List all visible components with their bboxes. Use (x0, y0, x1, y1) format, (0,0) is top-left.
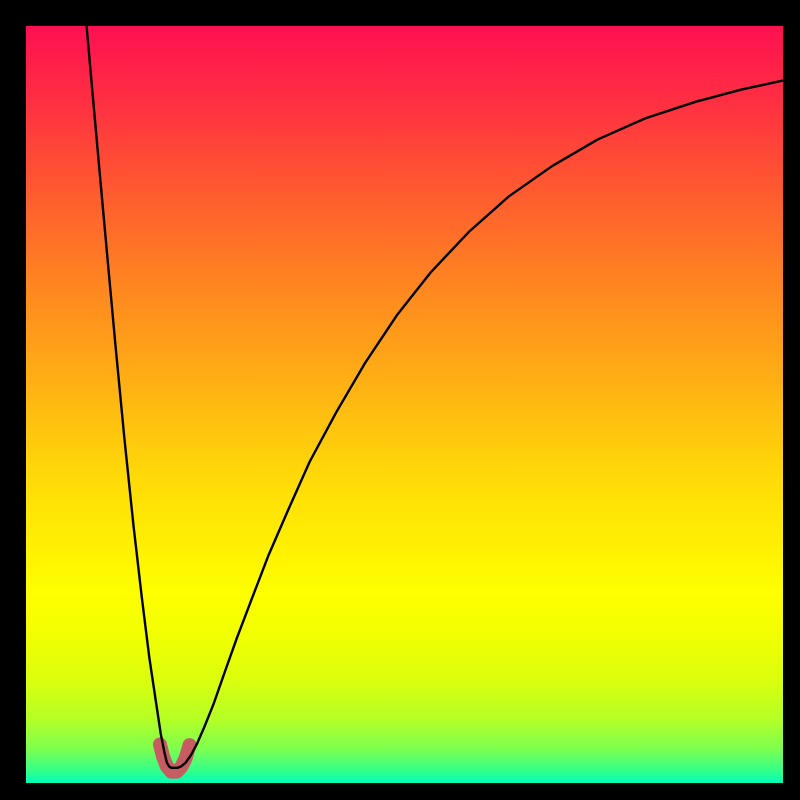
bottleneck-chart (0, 0, 800, 800)
chart-background-gradient (26, 26, 783, 783)
